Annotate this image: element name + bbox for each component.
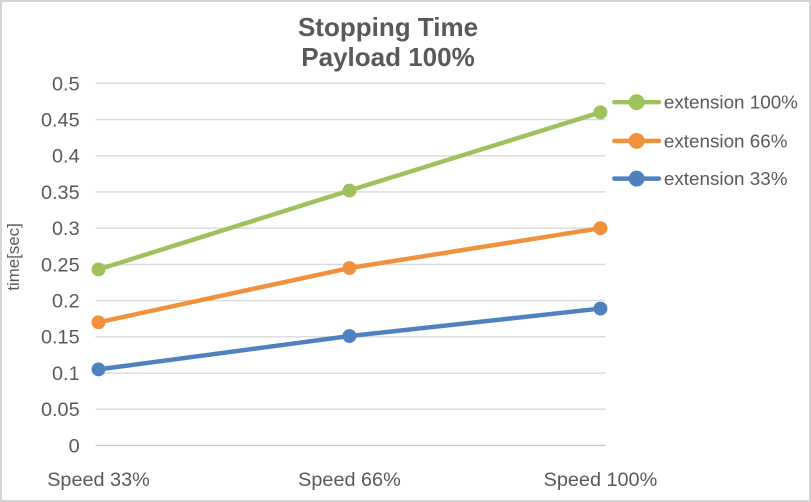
data-point-marker	[342, 329, 357, 344]
y-tick-label: 0.35	[41, 182, 80, 204]
y-axis-title: time[sec]	[4, 223, 23, 290]
series-line	[96, 225, 603, 325]
data-point-marker	[91, 262, 106, 277]
chart-title: Stopping Time Payload 100%	[2, 12, 774, 72]
data-point-marker	[593, 301, 608, 316]
data-point-marker	[593, 221, 608, 236]
y-tick-label: 0.1	[52, 363, 80, 385]
y-tick-label: 0.3	[52, 218, 80, 240]
legend-label: extension 33%	[664, 168, 788, 189]
y-tick-label: 0	[69, 435, 80, 457]
x-axis-label: Speed 33%	[47, 469, 150, 491]
legend-marker-icon	[628, 94, 645, 111]
y-tick-label: 0.5	[52, 73, 80, 95]
x-axis-label: Speed 66%	[298, 469, 401, 491]
legend-marker-icon	[628, 132, 645, 149]
data-point-marker	[593, 105, 608, 120]
legend-label: extension 100%	[664, 92, 798, 113]
legend-label: extension 66%	[664, 130, 788, 151]
legend-marker-icon	[628, 170, 645, 187]
chart-title-line1: Stopping Time	[297, 12, 479, 42]
y-tick-label: 0.45	[41, 109, 80, 131]
data-point-marker	[342, 183, 357, 198]
data-point-marker	[91, 362, 106, 377]
y-tick-label: 0.05	[41, 399, 80, 421]
data-point-marker	[91, 315, 106, 330]
y-tick-label: 0.2	[52, 291, 80, 313]
chart-title-line2: Payload 100%	[301, 42, 475, 72]
y-tick-label: 0.4	[52, 146, 80, 168]
y-tick-label: 0.25	[41, 254, 80, 276]
y-tick-label: 0.15	[41, 327, 80, 349]
x-axis-label: Speed 100%	[544, 469, 658, 491]
data-point-marker	[342, 261, 357, 275]
